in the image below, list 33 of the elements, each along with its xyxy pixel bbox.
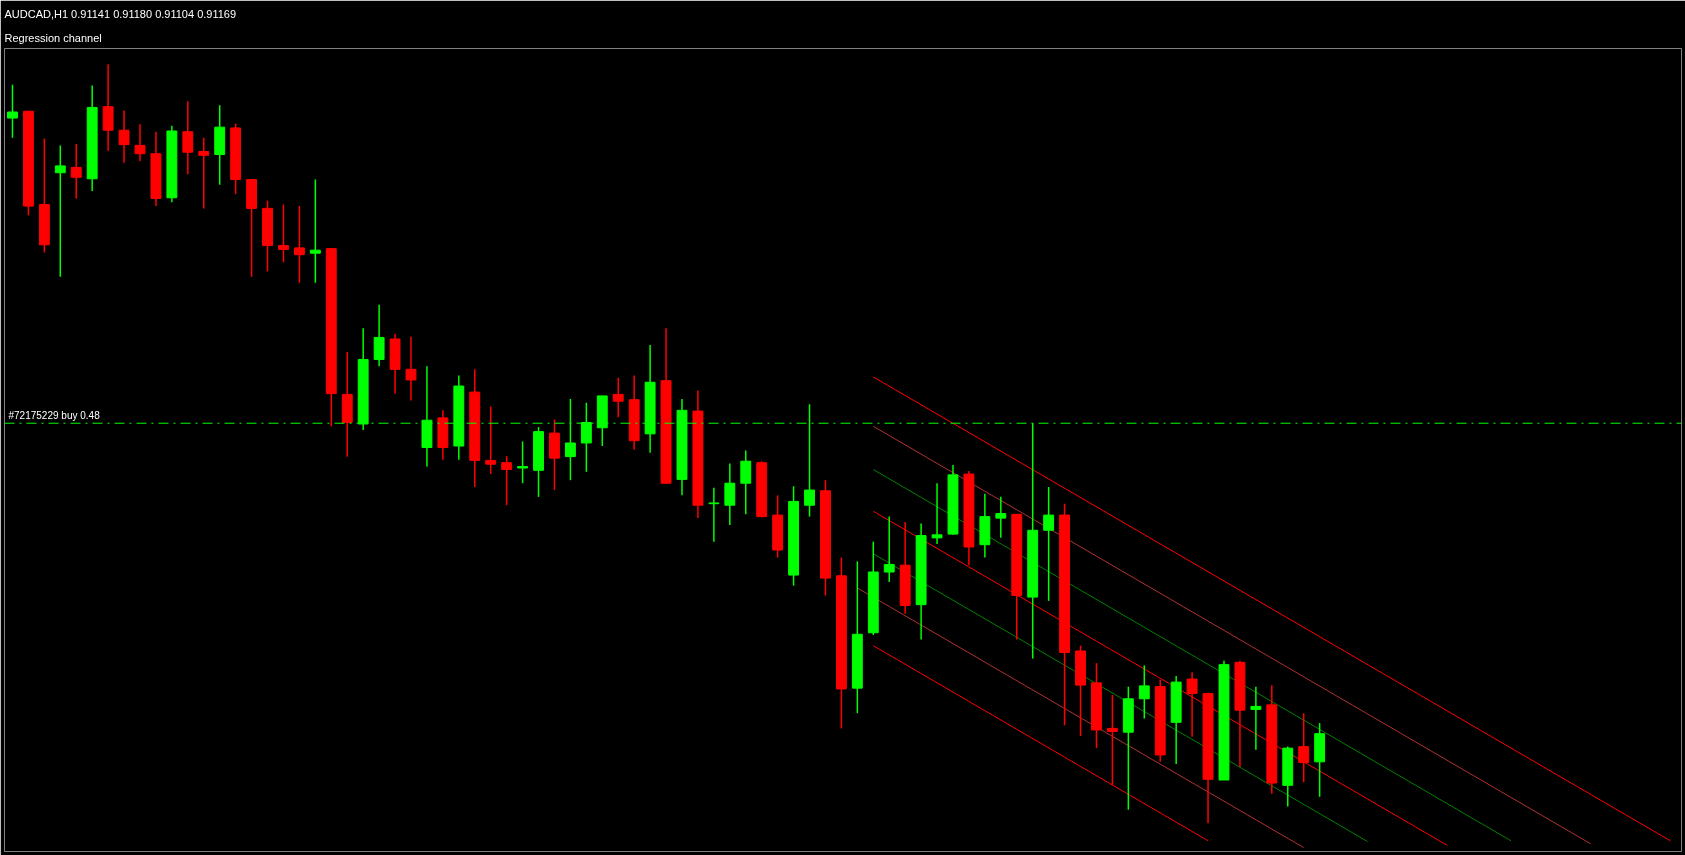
candlestick	[70, 143, 82, 200]
candlestick	[1186, 671, 1198, 738]
candlestick	[1298, 712, 1310, 784]
candlestick	[804, 403, 815, 518]
candlestick	[931, 482, 943, 545]
candlestick	[7, 83, 18, 139]
chart-title: AUDCAD,H1 0.91141 0.91180 0.91104 0.91169	[4, 7, 237, 20]
ref-line-label: #72175229 buy 0.48	[8, 410, 101, 422]
candlestick	[54, 144, 66, 278]
candlestick	[293, 205, 305, 284]
candlestick	[1138, 664, 1150, 720]
candlestick	[309, 178, 321, 284]
candlestick	[118, 109, 130, 164]
candlestick	[102, 63, 114, 152]
chart-subtitle: Regression channel	[4, 31, 102, 44]
candlestick	[182, 100, 194, 175]
candlestick	[740, 449, 752, 516]
candlestick	[1250, 685, 1262, 751]
candlestick	[198, 137, 210, 210]
candlestick	[485, 405, 497, 475]
candlestick	[1106, 694, 1118, 787]
candlestick	[708, 487, 720, 543]
candlestick	[501, 455, 513, 506]
candlestick	[1043, 486, 1055, 602]
candlestick	[405, 335, 417, 402]
candlestick	[373, 304, 385, 368]
candlestick	[612, 376, 624, 418]
candlestick	[278, 203, 289, 264]
candlestick	[883, 515, 895, 583]
candlestick	[995, 496, 1007, 539]
candlestick	[724, 462, 736, 526]
candlestick	[134, 123, 146, 163]
candlestick	[517, 440, 529, 484]
